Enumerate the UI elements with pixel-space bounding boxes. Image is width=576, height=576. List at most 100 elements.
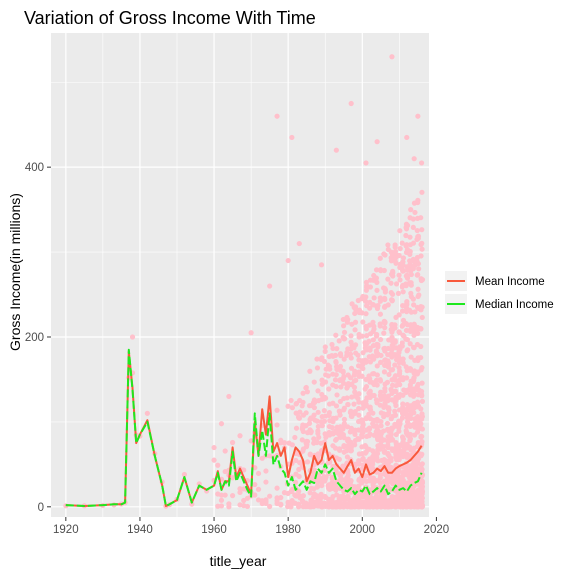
scatter-point [393, 245, 398, 250]
x-tick-label: 1960 [201, 524, 227, 536]
scatter-point [322, 419, 327, 424]
scatter-point [372, 295, 377, 300]
scatter-point [292, 435, 297, 440]
x-tick-label: 2000 [349, 524, 375, 536]
scatter-point [226, 394, 231, 399]
x-axis-title: title_year [210, 553, 267, 569]
scatter-point [412, 388, 417, 393]
scatter-point [260, 456, 265, 461]
scatter-point [392, 409, 397, 414]
scatter-point [375, 372, 380, 377]
scatter-point [334, 372, 339, 377]
scatter-point [382, 268, 387, 273]
scatter-point [374, 280, 379, 285]
scatter-point [367, 433, 372, 438]
scatter-point [356, 413, 361, 418]
scatter-point [305, 459, 310, 464]
scatter-point [419, 453, 424, 458]
scatter-point [419, 439, 424, 444]
scatter-point [333, 377, 338, 382]
scatter-point [355, 396, 360, 401]
scatter-point [396, 291, 401, 296]
scatter-point [334, 403, 339, 408]
scatter-point [404, 135, 409, 140]
scatter-point [396, 329, 401, 334]
scatter-point [418, 253, 423, 258]
scatter-point [418, 495, 423, 500]
scatter-point [401, 255, 406, 260]
scatter-point [353, 342, 358, 347]
scatter-point [290, 405, 295, 410]
legend-label-mean: Mean Income [475, 276, 545, 288]
scatter-point [296, 502, 301, 507]
scatter-point [341, 407, 346, 412]
scatter-point [389, 297, 394, 302]
scatter-point [322, 396, 327, 401]
scatter-point [352, 442, 357, 447]
scatter-point [397, 382, 402, 387]
scatter-point [252, 492, 257, 497]
scatter-point [389, 54, 394, 59]
scatter-point [418, 416, 423, 421]
scatter-point [294, 426, 299, 431]
legend-label-median: Median Income [475, 299, 554, 311]
scatter-point [278, 502, 283, 507]
scatter-point [382, 389, 387, 394]
scatter-point [348, 352, 353, 357]
scatter-point [288, 504, 293, 509]
scatter-point [397, 277, 402, 282]
scatter-point [326, 386, 331, 391]
scatter-point [366, 339, 371, 344]
scatter-point [304, 410, 309, 415]
scatter-point [130, 334, 135, 339]
scatter-point [316, 410, 321, 415]
scatter-point [359, 429, 364, 434]
scatter-point [337, 457, 342, 462]
scatter-point [375, 382, 380, 387]
scatter-point [407, 235, 412, 240]
scatter-point [419, 247, 424, 252]
scatter-point [326, 413, 331, 418]
scatter-point [344, 395, 349, 400]
scatter-point [378, 312, 383, 317]
scatter-point [286, 258, 291, 263]
scatter-point [278, 438, 283, 443]
scatter-point [375, 139, 380, 144]
scatter-point [342, 336, 347, 341]
scatter-point [411, 266, 416, 271]
scatter-point [371, 326, 376, 331]
scatter-point [398, 246, 403, 251]
scatter-point [360, 334, 365, 339]
scatter-point [382, 325, 387, 330]
scatter-point [419, 392, 424, 397]
scatter-point [211, 445, 216, 450]
scatter-point [327, 367, 332, 372]
scatter-point [342, 417, 347, 422]
scatter-point [420, 315, 425, 320]
scatter-point [348, 333, 353, 338]
scatter-point [378, 475, 383, 480]
scatter-point [348, 441, 353, 446]
scatter-point [401, 289, 406, 294]
scatter-point [418, 326, 423, 331]
scatter-point [378, 353, 383, 358]
scatter-point [219, 498, 224, 503]
scatter-point [411, 410, 416, 415]
scatter-point [390, 292, 395, 297]
scatter-point [355, 353, 360, 358]
scatter-point [297, 241, 302, 246]
scatter-point [230, 493, 235, 498]
scatter-point [382, 252, 387, 257]
scatter-point [226, 501, 231, 506]
y-tick-label: 400 [25, 162, 44, 174]
scatter-point [352, 385, 357, 390]
scatter-point [274, 422, 279, 427]
scatter-point [378, 377, 383, 382]
x-tick-label: 1940 [127, 524, 153, 536]
scatter-point [385, 451, 390, 456]
scatter-point [388, 281, 393, 286]
scatter-point [418, 435, 423, 440]
scatter-point [256, 471, 261, 476]
scatter-point [274, 486, 279, 491]
